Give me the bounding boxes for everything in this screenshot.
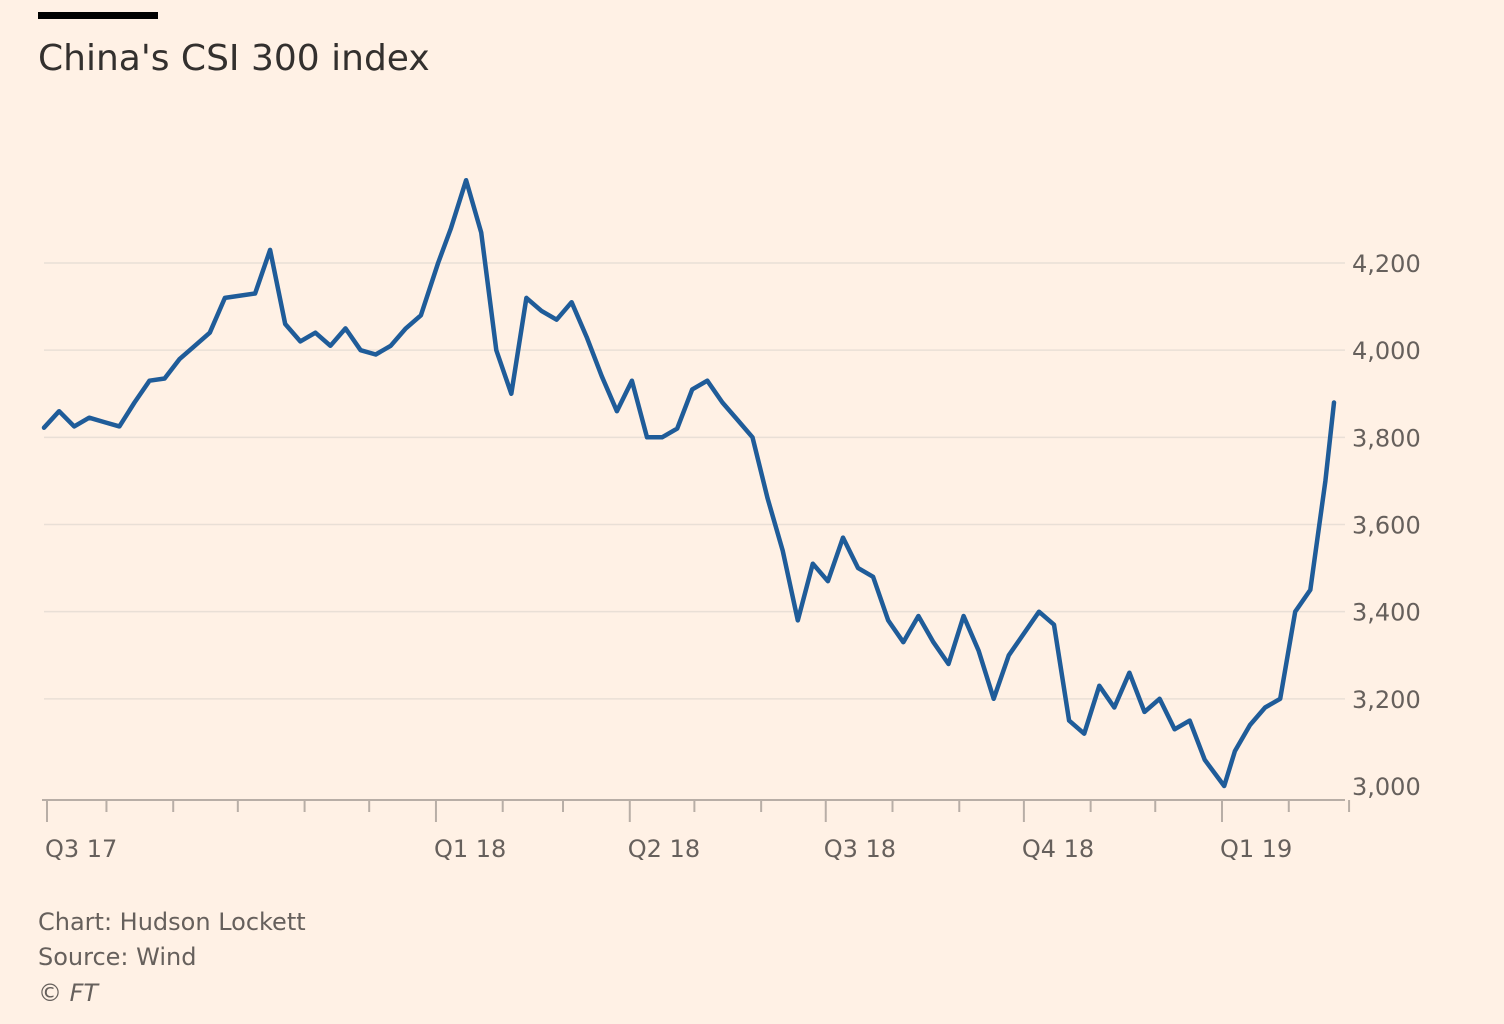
- y-tick-label: 3,800: [1352, 424, 1421, 452]
- y-tick-label: 4,000: [1352, 337, 1421, 365]
- x-tick-label: Q3 17: [45, 835, 117, 863]
- x-tick-label: Q1 19: [1220, 835, 1292, 863]
- line-chart: 3,000 3,200 3,400 3,600 3,800 4,000 4,200 Q3 1…: [41, 177, 1421, 863]
- y-tick-label: 3,200: [1352, 686, 1421, 714]
- y-tick-label: 3,000: [1352, 773, 1421, 801]
- x-axis: [42, 799, 1351, 822]
- chart-title: China's CSI 300 index: [38, 38, 430, 79]
- x-tick-label: Q1 18: [434, 835, 506, 863]
- x-tick-label: Q4 18: [1022, 835, 1094, 863]
- y-tick-label: 3,600: [1352, 512, 1421, 540]
- gridlines: [44, 262, 1345, 700]
- x-axis-labels: Q3 17 Q1 18 Q2 18 Q3 18 Q4 18 Q1 19: [45, 835, 1292, 863]
- y-tick-label: 3,400: [1352, 599, 1421, 627]
- x-tick-label: Q3 18: [824, 835, 896, 863]
- series-layer: [41, 177, 1337, 789]
- brand-bar: [38, 12, 158, 19]
- chart-credit: Chart: Hudson Lockett: [38, 908, 306, 936]
- x-tick-label: Q2 18: [628, 835, 700, 863]
- y-axis-labels: 3,000 3,200 3,400 3,600 3,800 4,000 4,200: [1352, 250, 1421, 801]
- y-tick-label: 4,200: [1352, 250, 1421, 278]
- copyright-notice: © FT: [38, 979, 99, 1007]
- csi300-series-line: [41, 177, 1337, 789]
- chart-source: Source: Wind: [38, 943, 197, 971]
